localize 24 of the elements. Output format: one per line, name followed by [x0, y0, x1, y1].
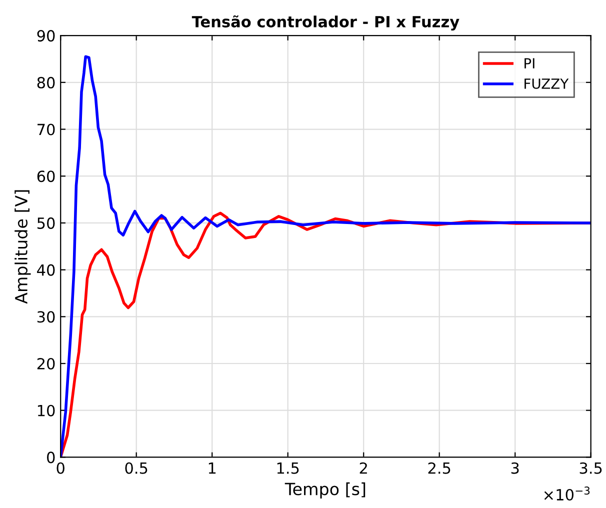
x-tick-label: 0 [56, 462, 64, 474]
x-tick-label: 3 [511, 462, 519, 474]
y-tick-label: 70 [38, 124, 55, 136]
y-tick-label: 60 [37, 170, 55, 182]
legend-label: FUZZY [524, 78, 569, 89]
x-tick-label: 3.5 [580, 462, 602, 474]
y-axis-title: Amplitude [V] [14, 190, 31, 304]
x-tick-label: 0.5 [125, 462, 148, 474]
y-tick-label: 20 [37, 358, 55, 370]
y-tick-label: 0 [47, 452, 55, 464]
y-tick-label: 80 [37, 76, 55, 88]
y-tick-label: 50 [37, 217, 55, 229]
legend-label: PI [524, 58, 534, 68]
x-tick-label: 2.5 [428, 462, 450, 474]
y-tick-label: 90 [37, 30, 55, 42]
y-tick-label: 30 [37, 311, 55, 323]
text: ×10$^{−3}$ [544, 486, 590, 501]
y-tick-label: 40 [37, 264, 55, 276]
x-axis-title: Tempo [s] [284, 482, 366, 499]
chart-title: Tensão controlador - PI x Fuzzy [192, 15, 460, 31]
x-tick-label: 1 [208, 462, 216, 474]
y-tick-label: 10 [38, 404, 55, 416]
x-tick-label: 2 [360, 462, 367, 474]
x-tick-label: 1.5 [277, 462, 299, 474]
